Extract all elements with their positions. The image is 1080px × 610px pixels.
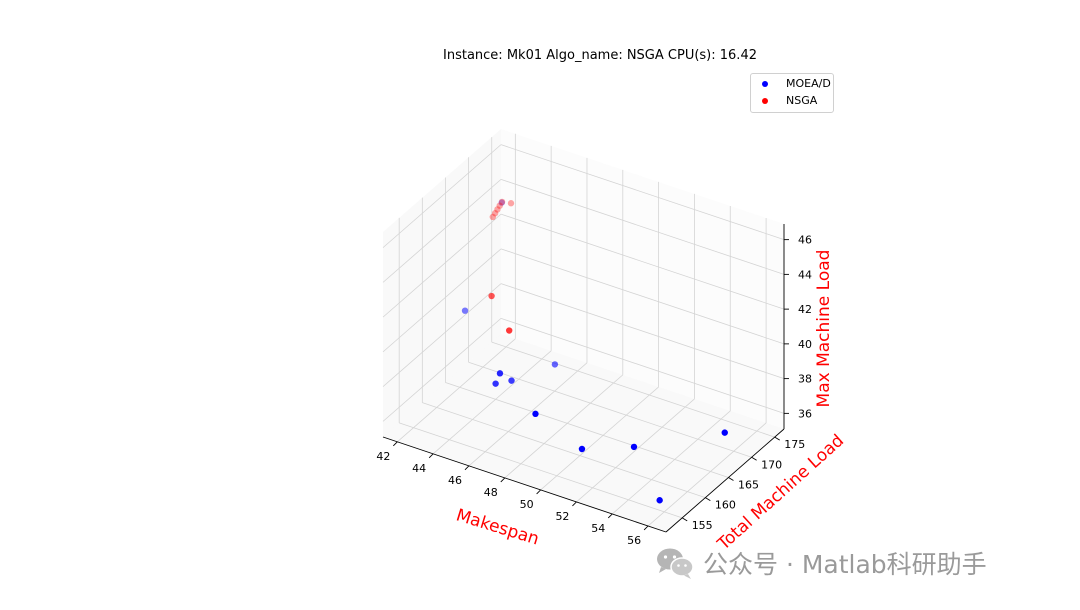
grid-line-back-z [500, 179, 785, 275]
data-point-moead [498, 199, 505, 206]
watermark-text: 公众号 · Matlab科研助手 [703, 550, 987, 579]
left-pane-yz [383, 129, 501, 437]
grid-line-back-z [500, 317, 785, 414]
grid-line-floor-x [647, 422, 767, 527]
data-point-nsga [494, 206, 501, 213]
chart-title: Instance: Mk01 Algo_name: NSGA CPU(s): 1… [443, 48, 757, 63]
data-point-moead [551, 361, 559, 368]
x-tick-mark [393, 441, 398, 447]
grid-line-back-z [500, 248, 785, 345]
grid-line-floor-y [399, 422, 683, 519]
y-tick-label: 155 [692, 519, 713, 532]
legend-label-moead: MOEA/D [786, 77, 831, 90]
grid-line-floor-x [540, 386, 659, 491]
legend-label-nsga: NSGA [786, 94, 818, 107]
grid-line-left-z [382, 318, 502, 422]
z-tick-label: 46 [798, 234, 812, 247]
y-tick-mark [705, 497, 711, 502]
x-tick-label: 48 [484, 486, 498, 499]
grid-line-back-z [500, 283, 785, 379]
z-tick-label: 38 [798, 373, 812, 386]
floor-pane-xy [383, 334, 784, 532]
data-point-moead [496, 370, 504, 377]
data-point-moead [492, 380, 499, 387]
data-point-nsga [507, 200, 515, 207]
grid-line-left-z [382, 248, 502, 353]
data-point-moead [656, 497, 663, 504]
y-tick-label: 165 [738, 478, 759, 491]
x-tick-mark [572, 501, 577, 507]
y-tick-label: 160 [715, 499, 736, 512]
grid-line-left-z [382, 179, 502, 283]
data-point-moead [461, 307, 469, 314]
y-tick-label: 170 [761, 458, 782, 471]
grid-line-floor-x [504, 374, 624, 479]
x-tick-label: 46 [448, 474, 462, 487]
back-pane-xz [501, 129, 784, 429]
grid-line-floor-x [576, 398, 695, 503]
legend-item-nsga: NSGA [751, 93, 833, 109]
data-point-moead [532, 410, 539, 418]
data-point-moead [508, 377, 515, 384]
x-tick-label: 54 [591, 522, 605, 535]
y-tick-mark [681, 517, 688, 522]
x-tick-label: 56 [627, 534, 641, 547]
x-tick-mark [464, 465, 470, 471]
z-tick-label: 44 [798, 268, 812, 281]
watermark: 公众号 · Matlab科研助手 [655, 545, 987, 581]
grid-line-floor-x [397, 338, 516, 443]
grid-line-floor-x [612, 410, 731, 515]
z-axis-label: Max Machine Load [814, 250, 834, 408]
grid-line-left-z [382, 283, 502, 387]
z-tick-label: 36 [798, 407, 812, 420]
data-point-nsga [506, 327, 513, 334]
wechat-icon [657, 548, 694, 579]
grid-line-back-z [500, 144, 785, 241]
legend-marker-nsga [762, 98, 768, 104]
grid-line-left-z [382, 213, 502, 318]
x-tick-label: 44 [412, 462, 426, 475]
x-tick-mark [428, 453, 434, 459]
data-point-moead [578, 445, 586, 453]
y-tick-mark [728, 477, 734, 481]
z-tick-label: 40 [798, 338, 812, 351]
grid-line-floor-x [468, 362, 588, 467]
legend-marker-moead [762, 81, 768, 87]
y-tick-label: 175 [784, 438, 805, 451]
grid-line-floor-y [445, 382, 729, 478]
x-tick-mark [500, 477, 506, 483]
data-point-nsga [488, 292, 495, 300]
data-point-nsga [491, 210, 499, 217]
z-tick-label: 42 [798, 303, 812, 316]
grid-line-left-z [382, 144, 502, 248]
x-axis-label: Makespan [454, 505, 542, 549]
x-tick-label: 50 [520, 498, 534, 511]
data-point-moead [721, 429, 728, 436]
data-point-moead [630, 443, 638, 451]
data-point-nsga [498, 198, 506, 206]
grid-line-floor-y [422, 402, 706, 499]
x-tick-label: 52 [555, 510, 569, 523]
y-tick-mark [774, 436, 780, 441]
data-point-nsga [489, 213, 496, 221]
data-point-nsga [496, 202, 503, 209]
y-tick-mark [751, 456, 757, 461]
x-tick-label: 42 [376, 450, 390, 463]
legend-item-moead: MOEA/D [751, 76, 833, 92]
grid-line-floor-x [432, 350, 552, 455]
grid-line-floor-y [468, 361, 752, 458]
x-tick-mark [536, 489, 541, 495]
x-tick-mark [643, 525, 649, 531]
x-tick-mark [607, 513, 613, 519]
y-axis-line [665, 428, 785, 533]
grid-line-floor-y [491, 341, 775, 438]
grid-line-back-z [500, 213, 785, 310]
x-axis-line [382, 436, 667, 533]
legend: MOEA/D NSGA [750, 73, 834, 113]
